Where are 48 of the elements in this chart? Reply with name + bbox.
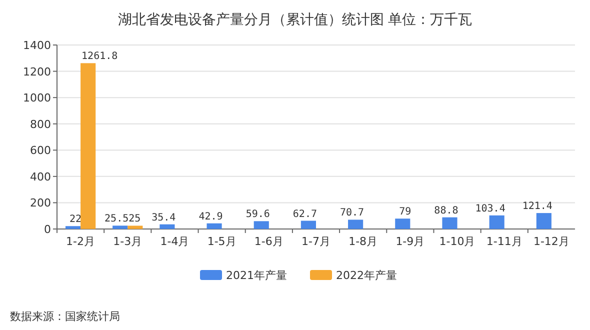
data-label: 59.6 [246,209,270,220]
x-tick-label: 1-3月 [113,235,142,248]
data-label: 70.7 [340,208,364,219]
bar [160,224,175,229]
bar [254,221,269,229]
data-label: 88.8 [434,205,458,216]
bar [489,215,504,229]
chart-title: 湖北省发电设备产量分月（累计值）统计图 单位：万千瓦 [118,12,472,28]
y-tick-label: 200 [30,196,51,210]
x-tick-label: 1-5月 [207,235,236,248]
data-label: 79 [399,206,412,218]
data-label: 1261.8 [82,51,118,62]
x-tick-label: 1-12月 [533,235,570,248]
x-tick-label: 1-11月 [486,235,522,248]
x-tick-label: 1-6月 [254,235,284,248]
y-tick-label: 1200 [23,65,51,78]
x-tick-label: 1-7月 [302,235,330,248]
bar [395,218,410,229]
bar [348,220,364,229]
data-label: 42.9 [198,211,223,222]
y-tick-label: 0 [44,223,51,236]
y-tick-label: 400 [30,170,51,184]
bar [442,217,458,229]
x-tick-label: 1-10月 [439,235,476,248]
bar [536,213,552,229]
x-tick-label: 1-4月 [160,235,190,248]
x-tick-label: 1-2月 [66,235,96,248]
bar [112,226,128,229]
data-label: 103.4 [475,203,506,214]
bar [65,226,81,229]
x-tick-label: 1-9月 [396,235,425,248]
data-label: 62.7 [292,208,317,220]
data-label: 35.4 [152,212,176,224]
x-tick-label: 1-8月 [348,235,378,248]
source-note: 数据来源：国家统计局 [10,310,120,323]
legend-label: 2021年产量 [226,269,287,282]
data-label: 25 [128,214,141,225]
data-label: 25.5 [104,214,129,225]
data-label: 121.4 [522,201,552,212]
bar [80,63,96,229]
y-tick-label: 1000 [23,92,51,105]
legend-label: 2022年产量 [336,269,397,282]
y-tick-label: 1400 [23,39,51,52]
y-tick-label: 600 [30,144,51,158]
y-tick-label: 800 [30,118,51,131]
bar [128,226,143,229]
bar [206,223,222,229]
bar [300,220,316,229]
